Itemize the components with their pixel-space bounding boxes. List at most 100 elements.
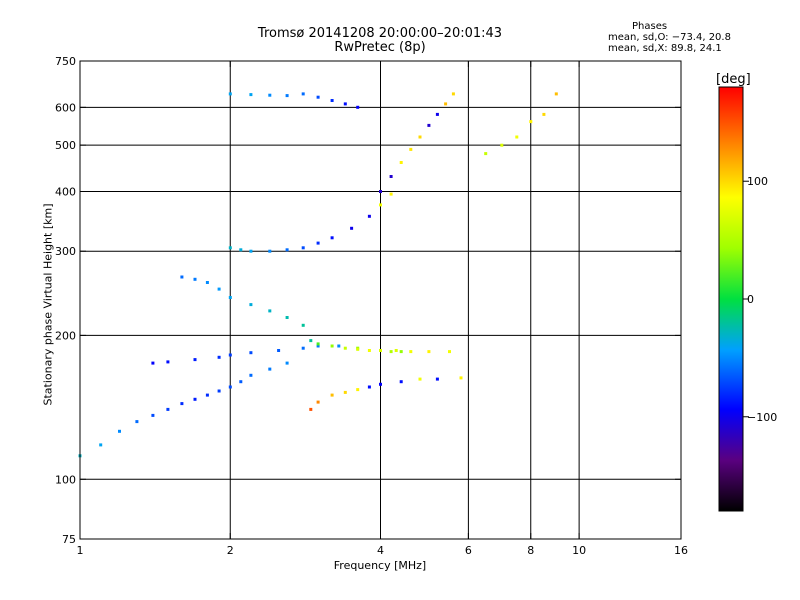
data-point — [249, 373, 253, 377]
colorbar: [deg] 100 0 −100 — [716, 72, 777, 512]
phases-label: Phases — [632, 21, 668, 32]
y-tick-label: 300 — [55, 245, 76, 258]
data-point — [330, 99, 334, 102]
data-point — [228, 385, 232, 389]
data-point — [337, 344, 341, 348]
data-point — [166, 360, 170, 364]
data-point — [277, 349, 281, 352]
data-point — [249, 93, 253, 97]
data-point — [367, 385, 371, 389]
colorbar-tick-label: 0 — [747, 293, 754, 306]
data-point — [379, 382, 382, 386]
y-tick-label: 200 — [55, 329, 76, 342]
data-point — [217, 389, 221, 393]
x-tick-label: 1 — [77, 544, 84, 557]
data-point — [285, 94, 289, 98]
data-point — [350, 226, 354, 230]
data-point — [356, 347, 360, 351]
x-tick-label: 2 — [227, 544, 234, 557]
data-point — [228, 296, 232, 299]
data-point — [435, 377, 439, 381]
data-point — [249, 351, 253, 355]
data-point — [330, 344, 334, 348]
data-point — [151, 361, 155, 365]
data-point — [399, 380, 403, 384]
data-point — [301, 346, 305, 350]
y-tick-label: 600 — [55, 101, 76, 114]
data-point — [249, 249, 253, 253]
data-point — [301, 246, 305, 250]
data-points — [78, 92, 558, 458]
y-tick-label: 100 — [55, 473, 76, 486]
data-point — [367, 349, 371, 352]
data-point — [435, 112, 439, 116]
data-point — [451, 92, 455, 96]
data-point — [285, 248, 289, 252]
data-point — [180, 275, 184, 279]
data-point — [389, 175, 393, 178]
x-tick-label: 6 — [465, 544, 472, 557]
data-point — [268, 93, 272, 97]
x-tick-label: 8 — [527, 544, 534, 557]
data-point — [285, 316, 289, 319]
x-tick-label: 16 — [674, 544, 688, 557]
x-tick-label: 4 — [377, 544, 384, 557]
data-point — [316, 344, 320, 348]
colorbar-gradient — [718, 86, 744, 512]
data-point — [356, 105, 360, 109]
data-point — [193, 277, 197, 281]
data-point — [459, 376, 463, 380]
stat-x-mode: mean, sd,X: 89.8, 24.1 — [608, 43, 722, 54]
data-point — [316, 241, 320, 245]
data-point — [356, 388, 360, 392]
data-point — [399, 161, 403, 164]
data-point — [379, 349, 382, 352]
data-point — [316, 95, 320, 99]
data-point — [249, 303, 253, 307]
data-point — [409, 147, 413, 151]
data-point — [301, 323, 305, 327]
data-point — [330, 393, 334, 397]
data-point — [239, 380, 243, 384]
y-tick-label: 750 — [55, 55, 76, 68]
data-point — [180, 402, 184, 406]
data-point — [193, 358, 197, 362]
data-point — [529, 120, 533, 124]
y-tick-label: 75 — [62, 533, 76, 546]
data-point — [166, 407, 170, 411]
colorbar-tick-label: 100 — [747, 175, 768, 188]
data-point — [301, 92, 305, 96]
data-point — [205, 281, 209, 284]
stat-o-mode: mean, sd,O: −73.4, 20.8 — [608, 32, 731, 43]
y-tick-label: 400 — [55, 185, 76, 198]
data-point — [444, 102, 448, 106]
data-point — [427, 350, 431, 354]
data-point — [268, 249, 272, 253]
data-point — [399, 350, 403, 354]
data-point — [343, 102, 347, 106]
data-point — [118, 429, 121, 433]
data-point — [500, 143, 504, 147]
data-point — [228, 246, 232, 250]
y-tick-label: 500 — [55, 139, 76, 152]
data-point — [309, 339, 313, 343]
data-point — [379, 203, 382, 207]
data-point — [217, 287, 221, 291]
data-point — [418, 377, 422, 381]
data-point — [554, 92, 558, 96]
axes: 1 2 4 6 8 10 16 75 100 200 300 400 500 600 750 — [55, 55, 688, 557]
data-point — [389, 350, 393, 354]
data-point — [205, 393, 209, 397]
data-point — [239, 248, 243, 252]
data-point — [193, 397, 197, 401]
data-point — [427, 123, 431, 127]
data-point — [343, 346, 347, 350]
chart-title: Tromsø 20141208 20:00:00–20:01:43 — [257, 26, 503, 41]
data-point — [379, 190, 382, 193]
grid — [80, 61, 681, 539]
data-point — [285, 361, 289, 365]
data-point — [99, 443, 103, 447]
data-point — [409, 350, 413, 354]
data-point — [367, 214, 371, 218]
data-point — [316, 342, 320, 346]
